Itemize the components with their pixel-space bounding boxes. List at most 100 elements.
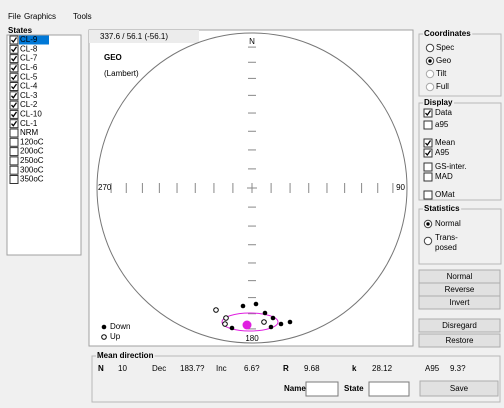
point-down <box>268 324 274 330</box>
display-option[interactable]: Data <box>435 108 452 117</box>
menu-item[interactable]: Tools <box>73 12 92 21</box>
coordinate-option[interactable]: Geo <box>436 56 452 65</box>
state-item[interactable]: CL-2 <box>20 100 38 109</box>
state-item[interactable]: CL-1 <box>20 119 38 128</box>
coordinate-option: Tilt <box>436 69 447 78</box>
coordinate-system: GEO <box>104 53 122 62</box>
statistics-option[interactable]: Normal <box>435 219 461 228</box>
button[interactable] <box>418 318 501 333</box>
display-checkbox[interactable] <box>423 120 433 130</box>
save-button[interactable] <box>419 380 499 397</box>
plot-data <box>213 301 293 332</box>
check-mark <box>425 110 432 117</box>
field-value: 9.3? <box>450 364 466 373</box>
name-input[interactable] <box>305 381 339 397</box>
display-option[interactable]: MAD <box>435 172 453 181</box>
field-value: 183.7? <box>180 364 205 373</box>
state-item[interactable]: 250oC <box>20 156 44 165</box>
display-group <box>418 102 502 201</box>
state-item[interactable]: CL-3 <box>20 91 38 100</box>
state-item[interactable]: CL-9 <box>20 35 38 44</box>
east-label: 90 <box>396 183 405 192</box>
field-label: Dec <box>152 364 166 373</box>
display-checkbox[interactable] <box>423 162 433 172</box>
check-mark <box>425 140 432 147</box>
point-up <box>223 315 229 321</box>
coordinate-radio[interactable] <box>425 43 435 53</box>
state-input[interactable] <box>368 381 410 397</box>
state-item[interactable]: CL-5 <box>20 72 38 81</box>
state-checkbox[interactable] <box>9 147 19 157</box>
legend-down: Down <box>110 322 130 331</box>
display-option[interactable]: A95 <box>435 148 450 157</box>
field-label: Inc <box>216 364 227 373</box>
check-mark <box>11 55 18 62</box>
button-label: Restore <box>445 336 474 345</box>
radio-dot <box>428 59 432 63</box>
button-label: Normal <box>447 272 473 281</box>
stereonet <box>96 32 408 344</box>
group-title-bg <box>423 98 455 108</box>
legend-up-marker <box>101 334 107 340</box>
state-item[interactable]: CL-4 <box>20 82 38 91</box>
display-checkbox[interactable] <box>423 190 433 200</box>
legend-up: Up <box>110 332 121 341</box>
radio-dot <box>426 222 430 226</box>
state-checkbox[interactable] <box>9 137 19 147</box>
state-item[interactable]: CL-7 <box>20 54 38 63</box>
statistics-radio[interactable] <box>423 236 433 246</box>
mean-point <box>242 320 252 330</box>
name-label: Name <box>284 384 306 393</box>
coordinate-radio <box>425 82 435 92</box>
field-value: 10 <box>118 364 127 373</box>
point-up <box>213 307 219 313</box>
state-item[interactable]: CL-10 <box>20 110 42 119</box>
button[interactable] <box>418 295 501 310</box>
states-list <box>6 34 82 256</box>
selection-highlight <box>19 35 49 45</box>
state-checkbox[interactable] <box>9 156 19 166</box>
state-item[interactable]: 300oC <box>20 165 44 174</box>
coordinate-option[interactable]: Spec <box>436 43 454 52</box>
readout-box <box>89 30 199 43</box>
state-item[interactable]: 120oC <box>20 137 44 146</box>
field-label: R <box>283 364 289 373</box>
legend-down-marker <box>101 324 107 330</box>
display-option[interactable]: GS-inter. <box>435 162 467 171</box>
button-label: Reverse <box>445 285 475 294</box>
check-mark <box>11 92 18 99</box>
state-checkbox[interactable] <box>9 175 19 184</box>
save-label: Save <box>450 384 469 393</box>
state-item[interactable]: CL-8 <box>20 44 38 53</box>
south-label: 180 <box>245 334 259 343</box>
point-up <box>261 319 267 325</box>
check-mark <box>11 74 18 81</box>
menu-item[interactable]: Graphics <box>24 12 56 21</box>
field-value: 28.12 <box>372 364 393 373</box>
point-up <box>222 321 228 327</box>
state-label: State <box>344 384 364 393</box>
display-option[interactable]: Mean <box>435 138 455 147</box>
check-mark <box>11 102 18 109</box>
button[interactable] <box>418 333 501 348</box>
state-item[interactable]: 200oC <box>20 147 44 156</box>
check-mark <box>11 37 18 44</box>
point-down <box>229 325 235 331</box>
group-title: Statistics <box>424 204 460 213</box>
state-item[interactable]: CL-6 <box>20 63 38 72</box>
group-title: Mean direction <box>97 351 154 360</box>
state-checkbox[interactable] <box>9 165 19 175</box>
display-option[interactable]: OMat <box>435 190 455 199</box>
display-checkbox[interactable] <box>423 172 433 182</box>
menu-item[interactable]: File <box>8 12 21 21</box>
mean-direction-group <box>91 355 501 403</box>
check-mark <box>11 46 18 53</box>
state-item[interactable]: NRM <box>20 128 39 137</box>
state-checkbox[interactable] <box>9 128 19 138</box>
statistics-option[interactable]: Trans-posed <box>435 233 458 252</box>
display-option[interactable]: a95 <box>435 120 449 129</box>
state-item[interactable]: 350oC <box>20 175 44 184</box>
check-mark <box>11 83 18 90</box>
confidence-ellipse <box>221 312 279 332</box>
